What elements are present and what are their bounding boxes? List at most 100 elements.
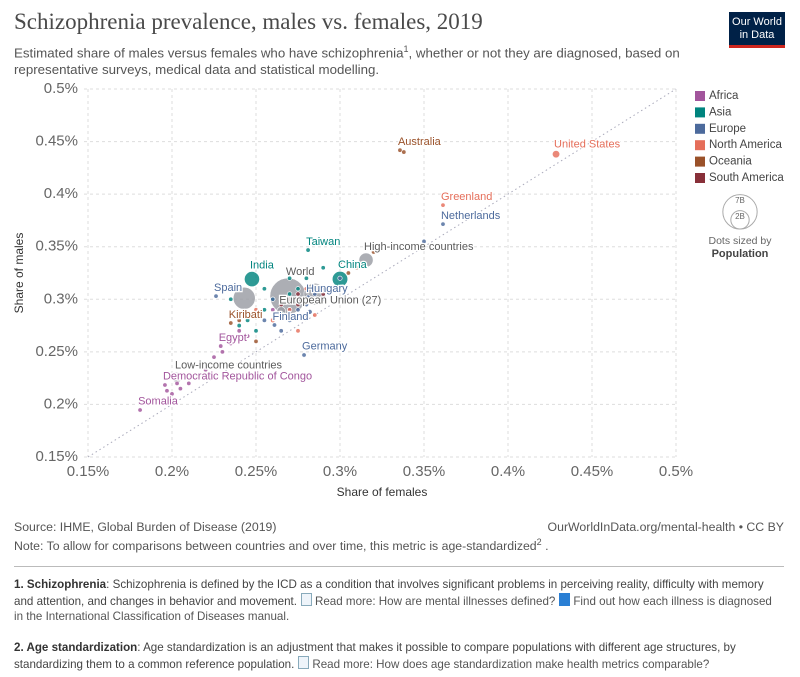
footnote-text: : Schizophrenia is defined by the ICD as… <box>14 578 764 608</box>
point <box>287 317 293 323</box>
legend-label: Oceania <box>709 156 752 168</box>
x-tick-label: 0.45% <box>571 463 614 480</box>
point-label: Netherlands <box>441 210 501 222</box>
footnote-link[interactable]: Find out how each illness is diagnosed i… <box>14 594 772 624</box>
point <box>295 291 301 297</box>
point <box>287 307 293 313</box>
point <box>219 349 225 355</box>
point <box>345 270 351 276</box>
point <box>218 343 224 349</box>
x-tick-label: 0.3% <box>323 463 357 480</box>
point <box>253 307 259 313</box>
doc-icon <box>298 655 310 669</box>
point <box>211 354 217 360</box>
legend-label: Africa <box>709 90 739 102</box>
legend-swatch <box>695 173 705 183</box>
point <box>245 333 251 339</box>
book-icon <box>559 592 571 606</box>
point <box>295 328 301 334</box>
point <box>137 407 143 413</box>
footnote: 2. Age standardization: Age standardizat… <box>14 640 784 672</box>
point <box>270 307 276 313</box>
y-tick-label: 0.15% <box>35 448 78 465</box>
point-label: Australia <box>398 136 442 148</box>
x-tick-label: 0.5% <box>659 463 693 480</box>
point-label: Germany <box>302 341 348 353</box>
footnote-link[interactable]: Read more: How are mental illnesses defi… <box>314 594 556 608</box>
size-legend-label: 7B <box>735 196 745 205</box>
point <box>223 336 229 342</box>
point <box>194 375 200 381</box>
logo[interactable]: Our World in Data <box>729 12 785 48</box>
y-axis-title: Share of males <box>12 233 26 314</box>
point <box>358 252 374 268</box>
x-tick-label: 0.15% <box>67 463 110 480</box>
point <box>277 311 285 319</box>
point-label: European Union (27) <box>279 295 381 307</box>
legend-label: Europe <box>709 123 746 135</box>
point <box>261 307 267 313</box>
point <box>397 147 403 153</box>
point <box>337 275 343 281</box>
point-label: Hungary <box>306 283 348 295</box>
y-tick-label: 0.25% <box>35 343 78 360</box>
point <box>253 338 259 344</box>
point <box>303 286 309 292</box>
point <box>552 150 561 159</box>
source: Source: IHME, Global Burden of Disease (… <box>14 520 277 534</box>
point <box>270 296 276 302</box>
point-label: High-income countries <box>364 241 474 253</box>
point <box>421 238 427 244</box>
logo-text: in Data <box>739 29 775 41</box>
point <box>228 296 234 302</box>
y-tick-label: 0.3% <box>44 290 78 307</box>
point <box>320 291 326 297</box>
point-label: Kiribati <box>229 309 263 321</box>
size-legend-circle <box>730 210 750 230</box>
note: Note: To allow for comparisons between c… <box>14 537 549 553</box>
point <box>305 247 311 253</box>
point <box>295 302 301 308</box>
url[interactable]: OurWorldInData.org/mental-health • CC BY <box>547 520 784 534</box>
footnote-term: 2. Age standardization <box>14 641 138 654</box>
size-legend-variable: Population <box>712 248 769 260</box>
note-text: . <box>541 539 549 554</box>
point <box>245 317 251 323</box>
point-label: India <box>250 259 275 271</box>
legend-swatch <box>695 156 705 167</box>
x-tick-label: 0.4% <box>491 463 525 480</box>
footnote-term: 1. Schizophrenia <box>14 578 107 591</box>
legend-swatch <box>695 123 705 134</box>
doc-icon <box>300 592 312 606</box>
point <box>278 328 284 334</box>
footnote-text: : Age standardization is an adjustment t… <box>14 641 736 671</box>
footnote-ref: 2 <box>536 537 542 547</box>
point <box>270 317 276 323</box>
point <box>440 202 446 208</box>
point <box>312 291 318 297</box>
point <box>401 149 407 155</box>
chart-title: Schizophrenia prevalence, males vs. fema… <box>14 9 483 34</box>
footnote: 1. Schizophrenia: Schizophrenia is defin… <box>14 577 784 625</box>
legend-swatch <box>695 91 705 101</box>
y-tick-label: 0.4% <box>44 185 78 202</box>
footnote-link[interactable]: Read more: How does age standardization … <box>312 657 710 671</box>
point <box>295 307 301 313</box>
subtitle-text: , whether or not they are diagnosed, bas… <box>14 45 680 78</box>
note-text: Note: To allow for comparisons between c… <box>14 539 537 554</box>
point <box>236 328 242 334</box>
point <box>371 249 377 255</box>
size-legend-note: Dots sized by <box>708 235 772 247</box>
point <box>164 388 170 394</box>
divider <box>14 566 784 567</box>
point <box>236 317 242 323</box>
y-tick-label: 0.45% <box>35 133 78 150</box>
point-label: Somalia <box>138 396 179 408</box>
point <box>303 302 309 308</box>
legend-label: South America <box>709 172 784 184</box>
point-label: Democratic Republic of Congo <box>163 371 312 383</box>
point-label: Egypt <box>219 332 247 344</box>
subtitle-text: Estimated share of males versus females … <box>14 45 404 61</box>
